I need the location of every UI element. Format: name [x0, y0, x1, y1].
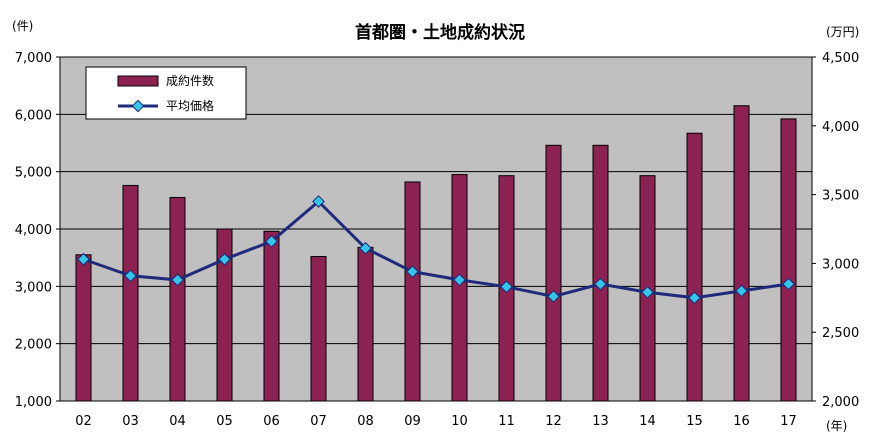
left-tick-label: 1,000 — [15, 395, 52, 410]
line-point — [77, 252, 90, 266]
x-tick-label: 09 — [404, 414, 421, 429]
left-tick-label: 2,000 — [15, 338, 52, 353]
left-axis-unit: (件) — [12, 19, 33, 33]
left-tick-label: 3,000 — [15, 280, 52, 295]
x-tick-label: 17 — [780, 414, 797, 429]
legend-box — [85, 66, 247, 120]
line-point — [735, 284, 748, 298]
bar — [169, 196, 186, 402]
line-point — [406, 265, 419, 279]
x-tick-label: 10 — [451, 414, 468, 429]
x-tick-label: 08 — [357, 414, 374, 429]
bar — [545, 144, 562, 402]
legend-bar-swatch — [117, 75, 159, 87]
bar — [263, 230, 280, 402]
bar — [357, 246, 374, 402]
x-tick-label: 04 — [169, 414, 186, 429]
line-point — [500, 280, 513, 294]
bar — [780, 118, 797, 402]
line-point — [453, 273, 466, 287]
bar — [592, 144, 609, 402]
line-point — [594, 277, 607, 291]
right-axis-unit: (万円) — [826, 25, 859, 39]
bar — [404, 181, 421, 402]
chart-title: 首都圏・土地成約状況 — [355, 22, 525, 43]
x-tick-label: 07 — [310, 414, 327, 429]
x-tick-label: 16 — [733, 414, 750, 429]
bar — [310, 256, 327, 402]
right-tick-label: 3,500 — [822, 189, 859, 204]
left-tick-label: 5,000 — [15, 166, 52, 181]
x-tick-label: 12 — [545, 414, 562, 429]
right-tick-label: 2,500 — [822, 326, 859, 341]
x-tick-label: 14 — [639, 414, 656, 429]
right-tick-label: 2,000 — [822, 395, 859, 410]
line-point — [782, 277, 795, 291]
right-tick-label: 4,000 — [822, 120, 859, 135]
legend: 成約件数 平均価格 — [85, 66, 247, 120]
x-tick-label: 13 — [592, 414, 609, 429]
line-point — [688, 291, 701, 305]
x-tick-label: 06 — [263, 414, 280, 429]
legend-bar-label: 成約件数 — [166, 73, 214, 88]
line-point — [312, 195, 325, 208]
bar-series — [75, 105, 797, 402]
legend-line-label: 平均価格 — [166, 98, 214, 113]
x-tick-label: 02 — [75, 414, 92, 429]
line-point — [265, 235, 278, 248]
line-point — [171, 273, 184, 287]
x-tick-label: 15 — [686, 414, 703, 429]
line-point — [359, 241, 372, 255]
line-point — [124, 269, 137, 283]
left-tick-label: 7,000 — [15, 51, 52, 66]
legend-line-marker — [131, 99, 145, 113]
x-axis-unit: (年) — [826, 419, 847, 433]
line-point — [641, 285, 654, 299]
left-tick-label: 4,000 — [15, 223, 52, 238]
line-point — [547, 290, 560, 303]
x-tick-label: 03 — [122, 414, 139, 429]
bar — [122, 184, 139, 402]
x-tick-label: 11 — [498, 414, 515, 429]
line-point — [218, 252, 231, 266]
bar — [686, 132, 703, 402]
bar — [451, 174, 468, 402]
bar — [216, 228, 233, 402]
line-path — [83, 199, 789, 300]
left-axis: 1,000 2,000 3,000 4,000 5,000 6,000 7,000 — [15, 51, 60, 410]
bar — [733, 105, 750, 402]
bar — [75, 254, 92, 402]
right-axis: 2,000 2,500 3,000 3,500 4,000 4,500 — [812, 51, 859, 410]
line-series — [77, 195, 795, 305]
right-tick-label: 3,000 — [822, 257, 859, 272]
left-tick-label: 6,000 — [15, 108, 52, 123]
x-tick-label: 05 — [216, 414, 233, 429]
x-axis: 02 03 04 05 06 07 08 09 10 11 12 13 14 15 16 17 — [75, 414, 797, 429]
right-tick-label: 4,500 — [822, 51, 859, 66]
